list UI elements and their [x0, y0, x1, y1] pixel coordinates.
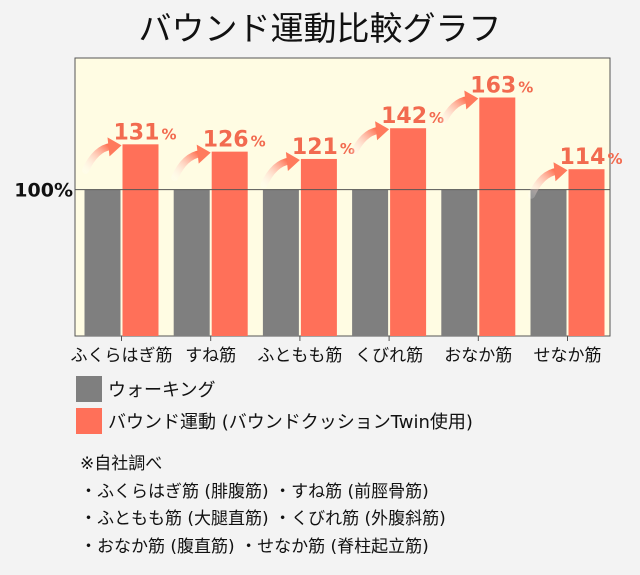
reference-label: 100% [14, 180, 73, 202]
bar-bound [568, 169, 605, 336]
bar-walking [441, 189, 478, 336]
bar-chart: バウンド運動比較グラフ 100% ふくらはぎ筋 131 % すね筋 126 % ふともも筋 1… [14, 9, 623, 366]
bar-bound [122, 144, 159, 336]
x-tick-label: ふくらはぎ筋 [71, 346, 173, 366]
x-tick-label: おなか筋 [444, 346, 512, 366]
legend-swatch-bound [76, 408, 102, 434]
x-tick-label: ふともも筋 [257, 346, 342, 366]
legend-swatch-walking [76, 376, 102, 402]
value-label: 131% [114, 120, 177, 145]
bar-walking [530, 189, 567, 336]
x-tick-label: くびれ筋 [355, 346, 423, 366]
notes-line: ・ふくらはぎ筋 (腓腹筋) ・すね筋 (前脛骨筋) [80, 481, 429, 502]
value-label: 121% [292, 135, 355, 160]
legend-label-walking: ウォーキング [108, 380, 216, 401]
x-tick-label: せなか筋 [534, 346, 602, 366]
trend-arrowhead-icon [196, 144, 211, 164]
trend-arrowhead-icon [464, 90, 479, 110]
plot-area [74, 57, 611, 337]
notes-heading: ※自社調べ [80, 454, 163, 474]
notes: ※自社調べ ・ふくらはぎ筋 (腓腹筋) ・すね筋 (前脛骨筋) ・ふともも筋 (… [80, 451, 446, 561]
bar-bound [390, 128, 427, 336]
bar-bound [479, 97, 516, 336]
chart-title: バウンド運動比較グラフ [139, 9, 502, 48]
value-label: 163% [470, 74, 533, 99]
bar-walking [173, 189, 210, 336]
bar-bound [211, 151, 248, 336]
bar-walking [262, 189, 299, 336]
bar-walking [352, 189, 389, 336]
trend-arrowhead-icon [553, 162, 568, 182]
x-tick-label: すね筋 [185, 346, 236, 366]
legend-label-bound: バウンド運動 (バウンドクッションTwin使用) [108, 412, 473, 433]
bar-bound [300, 158, 337, 336]
legend-item-bound: バウンド運動 (バウンドクッションTwin使用) [76, 408, 473, 434]
trend-arrowhead-icon [285, 151, 300, 171]
value-label: 126% [203, 128, 266, 153]
bar-walking [84, 189, 121, 336]
notes-line: ・おなか筋 (腹直筋) ・せなか筋 (脊柱起立筋) [80, 536, 429, 557]
legend: ウォーキング バウンド運動 (バウンドクッションTwin使用) [76, 376, 473, 440]
trend-arrowhead-icon [375, 121, 390, 141]
legend-item-walking: ウォーキング [76, 376, 473, 402]
trend-arrowhead-icon [107, 137, 122, 157]
value-label: 114% [560, 145, 623, 170]
notes-line: ・ふともも筋 (大腿直筋) ・くびれ筋 (外腹斜筋) [80, 509, 446, 529]
